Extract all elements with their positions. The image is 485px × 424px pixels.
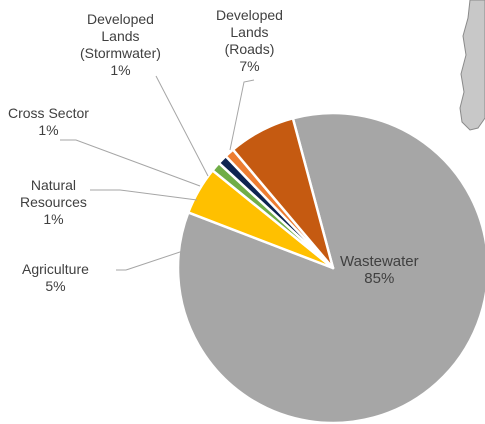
pie-slice-developed-lands-roads — [231, 117, 335, 270]
leader-roads — [229, 79, 255, 151]
label-natural-resources: Natural Resources 1% — [20, 177, 87, 227]
map-shape — [459, 0, 485, 131]
leader-natural-resources — [90, 189, 198, 201]
label-developed-lands-stormwater: Developed Lands (Stormwater) 1% — [80, 11, 161, 78]
leader-agriculture — [116, 249, 187, 271]
label-developed-lands-roads: Developed Lands (Roads) 7% — [216, 7, 283, 74]
map-fragment — [459, 0, 485, 131]
leader-stormwater — [155, 75, 209, 177]
label-cross-sector: Cross Sector 1% — [8, 105, 89, 138]
label-agriculture: Agriculture 5% — [22, 261, 89, 294]
label-wastewater: Wastewater 85% — [340, 253, 419, 287]
leader-cross-sector — [60, 139, 201, 187]
